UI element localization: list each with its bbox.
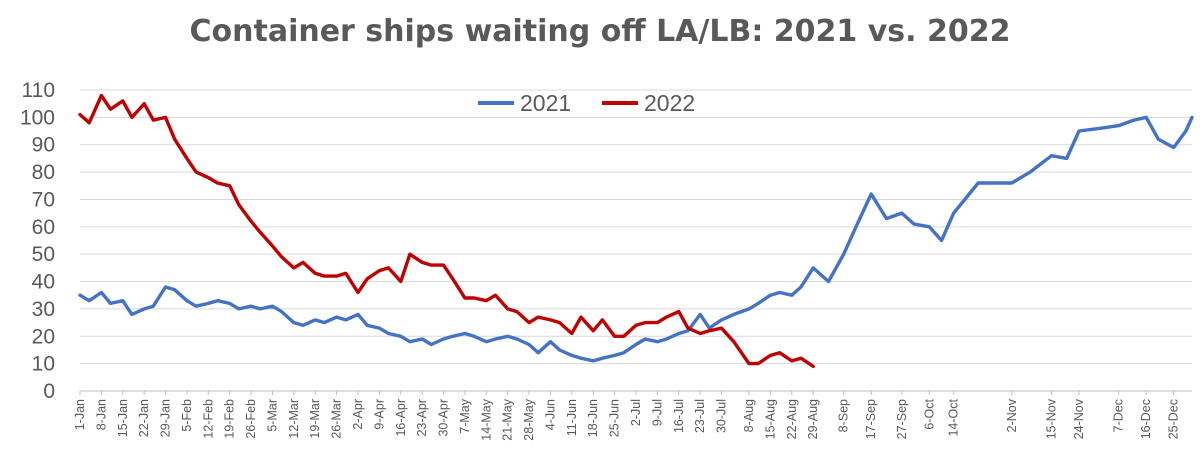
chart-title: Container ships waiting off LA/LB: 2021 … <box>189 14 1011 49</box>
x-tick-label: 16-Dec <box>1139 399 1153 439</box>
x-tick-label: 14-May <box>479 398 493 440</box>
x-tick-label: 9-Apr <box>372 399 386 430</box>
x-tick-label: 26-Mar <box>330 399 344 439</box>
y-tick-label: 30 <box>32 298 55 321</box>
x-tick-label: 7-Dec <box>1112 399 1126 432</box>
x-tick-label: 14-Oct <box>947 398 961 436</box>
x-tick-label: 27-Sep <box>895 399 909 439</box>
y-tick-label: 110 <box>22 79 55 102</box>
x-tick-label: 1-Jan <box>73 399 87 430</box>
y-tick-label: 50 <box>32 243 55 266</box>
x-tick-label: 7-May <box>458 398 472 433</box>
x-tick-label: 23-Jul <box>693 399 707 433</box>
x-tick-label: 29-Jan <box>159 399 173 437</box>
y-tick-label: 0 <box>43 380 55 403</box>
x-tick-label: 25-Jun <box>608 399 622 437</box>
x-tick-label: 25-Dec <box>1167 399 1181 439</box>
x-tick-label: 5-Feb <box>180 399 194 432</box>
y-tick-label: 20 <box>32 325 55 348</box>
y-tick-label: 60 <box>32 216 55 239</box>
y-tick-label: 10 <box>32 353 55 376</box>
x-tick-label: 8-Sep <box>837 399 851 432</box>
x-tick-label: 12-Feb <box>201 399 215 439</box>
y-tick-label: 100 <box>20 106 55 129</box>
x-tick-label: 6-Oct <box>922 398 936 429</box>
x-tick-label: 19-Feb <box>223 399 237 439</box>
x-tick-label: 29-Aug <box>806 399 820 439</box>
x-tick-label: 4-Jun <box>543 399 557 430</box>
legend-label-2022: 2022 <box>644 90 695 116</box>
x-tick-label: 5-Mar <box>265 399 279 432</box>
x-tick-label: 30-Jul <box>715 399 729 433</box>
x-tick-label: 22-Jan <box>137 399 151 437</box>
x-tick-label: 15-Jan <box>116 399 130 437</box>
x-tick-label: 16-Apr <box>394 399 408 437</box>
x-tick-label: 8-Aug <box>742 399 756 432</box>
x-tick-label: 16-Jul <box>672 399 686 433</box>
y-tick-label: 80 <box>32 161 55 184</box>
x-tick-label: 28-May <box>522 398 536 440</box>
x-tick-label: 8-Jan <box>94 399 108 430</box>
x-tick-label: 15-Nov <box>1044 398 1058 439</box>
x-tick-label: 26-Feb <box>244 399 258 439</box>
x-tick-label: 2-Nov <box>1005 398 1019 432</box>
y-tick-label: 70 <box>32 188 55 211</box>
x-tick-label: 11-Jun <box>565 399 579 436</box>
series-line-2022 <box>78 93 815 369</box>
x-tick-label: 17-Sep <box>864 399 878 439</box>
x-tick-label: 18-Jun <box>586 399 600 437</box>
x-tick-label: 22-Aug <box>785 399 799 439</box>
x-tick-label: 2-Apr <box>351 399 365 430</box>
y-tick-label: 40 <box>32 271 55 294</box>
legend-label-2021: 2021 <box>520 90 571 116</box>
x-tick-label: 24-Nov <box>1072 398 1086 439</box>
x-tick-label: 23-Apr <box>415 399 429 437</box>
series-line-2021 <box>78 115 1194 363</box>
y-tick-label: 90 <box>32 134 55 157</box>
x-tick-label: 2-Jul <box>629 399 643 426</box>
x-tick-label: 9-Jul <box>650 399 664 426</box>
x-tick-label: 21-May <box>501 398 515 440</box>
x-tick-label: 19-Mar <box>308 399 322 439</box>
x-tick-label: 12-Mar <box>287 399 301 439</box>
x-tick-label: 15-Aug <box>763 399 777 439</box>
x-tick-label: 30-Apr <box>437 399 451 437</box>
